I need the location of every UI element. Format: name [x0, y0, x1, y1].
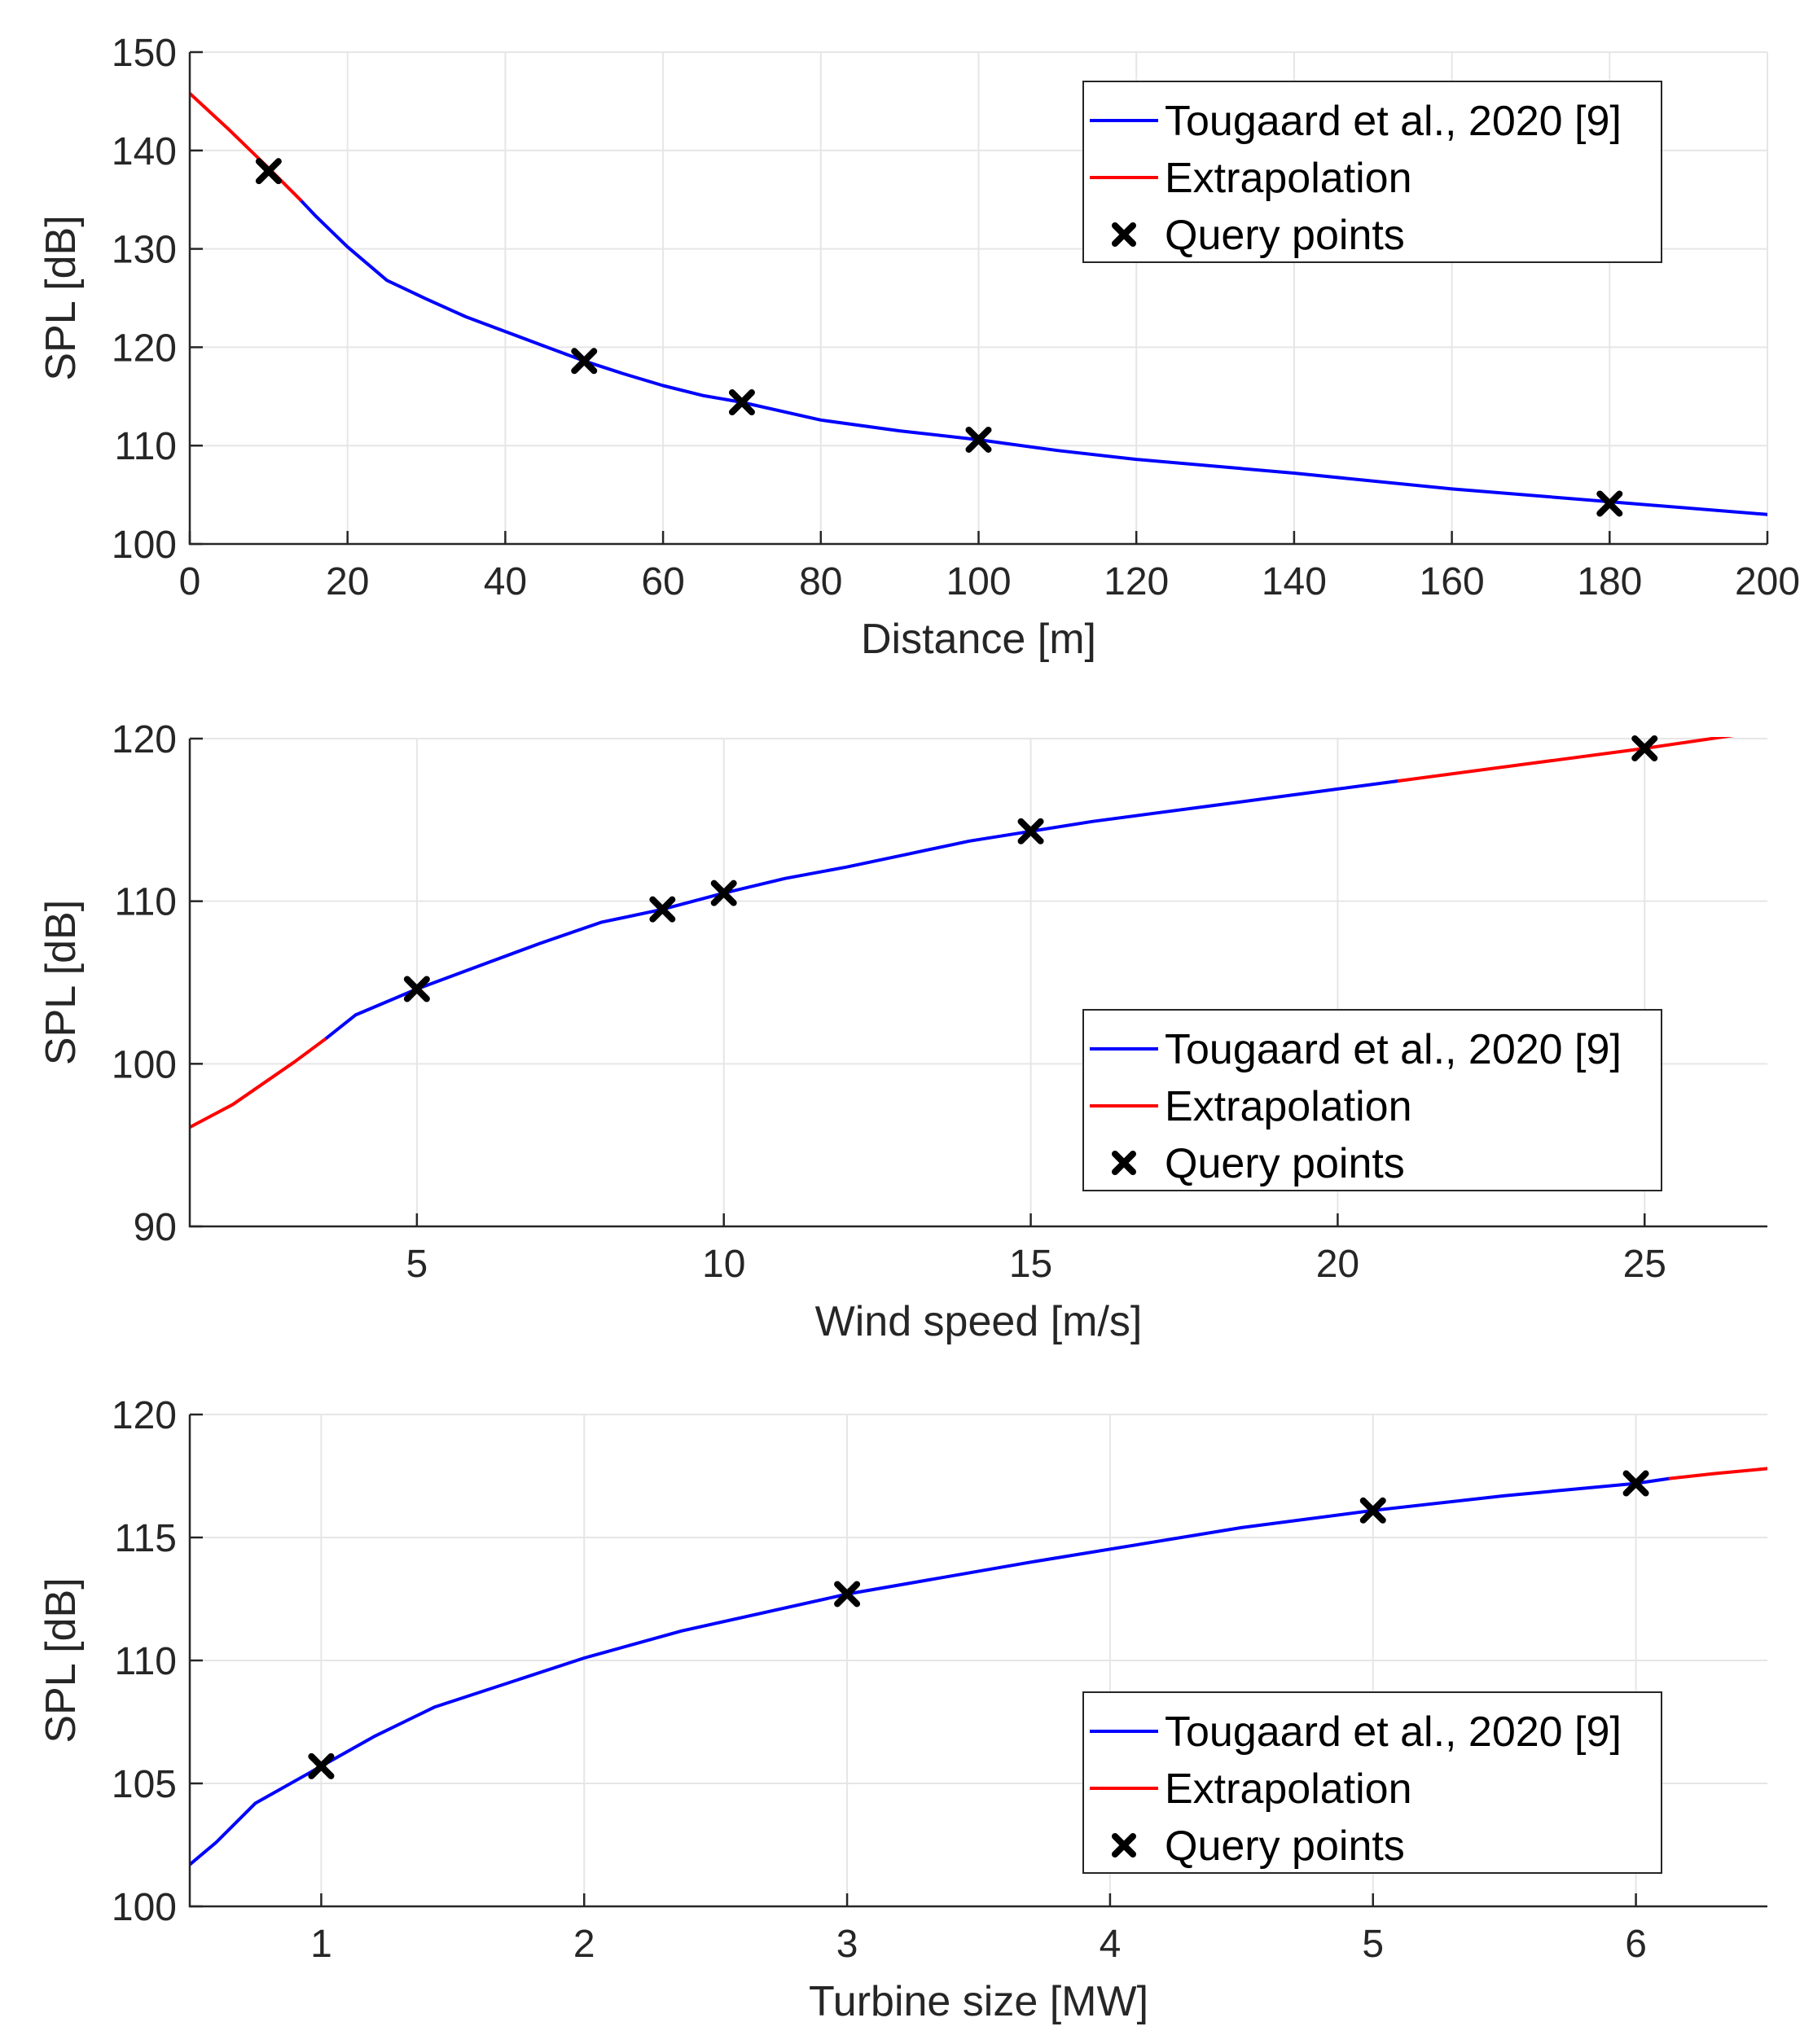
chart-1-x-tick-label: 100 — [946, 560, 1011, 603]
chart-1-query-point-marker — [571, 348, 598, 375]
chart-1-x-axis-label: Distance [m] — [861, 616, 1096, 663]
chart-2-x-tick-label: 20 — [1316, 1243, 1359, 1286]
chart-1-x-tick-label: 120 — [1104, 560, 1169, 603]
chart-1-legend-label: Tougaard et al., 2020 [9] — [1165, 98, 1622, 145]
chart-2-legend-label: Tougaard et al., 2020 [9] — [1165, 1026, 1622, 1073]
chart-3-legend-label: Tougaard et al., 2020 [9] — [1165, 1708, 1622, 1756]
chart-1-extrapolation-line — [190, 91, 302, 202]
chart-1-query-point-marker — [965, 426, 992, 453]
chart-1-y-tick-label: 140 — [112, 130, 177, 173]
chart-2-legend-label: Extrapolation — [1165, 1083, 1412, 1130]
chart-1-query-point-marker — [255, 158, 282, 185]
chart-1-y-tick-label: 100 — [112, 524, 177, 567]
chart-3-x-axis-label: Turbine size [MW] — [809, 1978, 1148, 2025]
chart-1-y-axis-label: SPL [dB] — [37, 215, 85, 380]
chart-1-legend-label: Query points — [1165, 212, 1405, 259]
chart-2-x-tick-label: 5 — [406, 1243, 428, 1286]
chart-3-legend: Tougaard et al., 2020 [9] Extrapolation Qu… — [1082, 1691, 1662, 1874]
chart-3-extrapolation-line — [1668, 1467, 1767, 1480]
chart-2-y-tick-label: 90 — [134, 1206, 177, 1249]
chart-1-panel: 0 20 40 60 80 100 120 140 160 180 200 100 110 120 130 1… — [37, 32, 1800, 663]
chart-1-x-tick-label: 80 — [799, 560, 842, 603]
chart-2-legend-label: Query points — [1165, 1140, 1405, 1187]
chart-3-y-axis-label: SPL [dB] — [37, 1577, 85, 1743]
chart-2-y-tick-label: 100 — [112, 1043, 177, 1086]
chart-2-query-point-marker — [1017, 818, 1044, 844]
chart-2-x-tick-label: 15 — [1009, 1243, 1052, 1286]
chart-1-y-tick-label: 120 — [112, 327, 177, 370]
chart-2-y-tick-label: 120 — [112, 718, 177, 761]
chart-1-x-tick-label: 60 — [641, 560, 684, 603]
chart-2-panel: 5 10 15 20 25 90 100 110 120 Wind speed [m/s] SPL … — [37, 718, 1767, 1345]
chart-1-y-tick-label: 130 — [112, 229, 177, 272]
chart-2-x-tick-label: 10 — [702, 1243, 745, 1286]
chart-3-data-series-line — [190, 1476, 1672, 1866]
chart-3-y-tick-label: 115 — [114, 1517, 177, 1560]
chart-2-legend-box — [1082, 1009, 1662, 1191]
chart-3-query-point-marker — [834, 1581, 861, 1608]
chart-2-x-axis-label: Wind speed [m/s] — [815, 1298, 1143, 1345]
chart-3-query-point-marker — [308, 1752, 335, 1779]
chart-2-x-tick-label: 25 — [1623, 1243, 1666, 1286]
chart-3-x-tick-label: 6 — [1625, 1923, 1647, 1966]
chart-1-x-tick-label: 40 — [484, 560, 527, 603]
chart-2-query-point-marker — [649, 896, 676, 923]
chart-2-query-point-marker — [710, 879, 737, 906]
chart-3-y-tick-label: 110 — [114, 1640, 177, 1683]
chart-3-x-tick-label: 2 — [573, 1923, 595, 1966]
chart-3-y-tick-label: 105 — [112, 1763, 177, 1806]
chart-1-y-tick-label: 150 — [112, 32, 177, 75]
chart-3-x-tick-label: 1 — [310, 1923, 332, 1966]
chart-3-y-tick-label: 100 — [112, 1886, 177, 1929]
chart-3-legend-label: Query points — [1165, 1822, 1405, 1870]
chart-3-query-point-marker — [1622, 1470, 1649, 1497]
chart-3-legend-label: Extrapolation — [1165, 1765, 1412, 1813]
chart-1-x-tick-label: 180 — [1577, 560, 1642, 603]
chart-2-legend-swatch-marker — [1112, 1151, 1136, 1175]
chart-1-x-tick-label: 0 — [179, 560, 201, 603]
chart-1-x-tick-label: 140 — [1262, 560, 1327, 603]
chart-1-legend-box — [1082, 81, 1662, 263]
chart-2-data-series-line — [323, 779, 1401, 1042]
chart-1-query-point-marker — [728, 389, 755, 416]
chart-1-x-tick-label: 20 — [326, 560, 369, 603]
chart-2-extrapolation-line — [1397, 737, 1735, 783]
chart-2-query-point-marker — [1631, 735, 1658, 761]
chart-2-query-point-marker — [403, 976, 430, 1002]
chart-3-legend-box — [1082, 1691, 1662, 1874]
chart-3-y-tick-label: 120 — [112, 1394, 177, 1437]
chart-1-x-tick-label: 160 — [1420, 560, 1485, 603]
chart-1-legend-swatch-marker — [1112, 222, 1136, 247]
chart-1-legend: Tougaard et al., 2020 [9] Extrapolation Qu… — [1082, 81, 1662, 263]
chart-3-x-tick-label: 3 — [836, 1923, 858, 1966]
chart-3-legend-swatch-marker — [1112, 1833, 1136, 1858]
chart-1-data-series-line — [298, 198, 1767, 516]
chart-2-y-tick-label: 110 — [114, 881, 177, 924]
chart-3-x-tick-label: 5 — [1362, 1923, 1384, 1966]
chart-3-query-point-marker — [1359, 1497, 1386, 1524]
chart-1-x-tick-label: 200 — [1735, 560, 1800, 603]
chart-1-legend-label: Extrapolation — [1165, 155, 1412, 202]
chart-2-legend: Tougaard et al., 2020 [9] Extrapolation Qu… — [1082, 1009, 1662, 1191]
chart-3-panel: 1 2 3 4 5 6 100 105 110 115 120 Turbine size [MW] SP… — [37, 1394, 1767, 2025]
chart-2-extrapolation-line — [190, 1037, 327, 1129]
chart-1-y-tick-label: 110 — [114, 425, 177, 468]
chart-1-query-point-marker — [1596, 490, 1623, 517]
chart-2-y-axis-label: SPL [dB] — [37, 900, 85, 1065]
chart-3-x-tick-label: 4 — [1100, 1923, 1122, 1966]
